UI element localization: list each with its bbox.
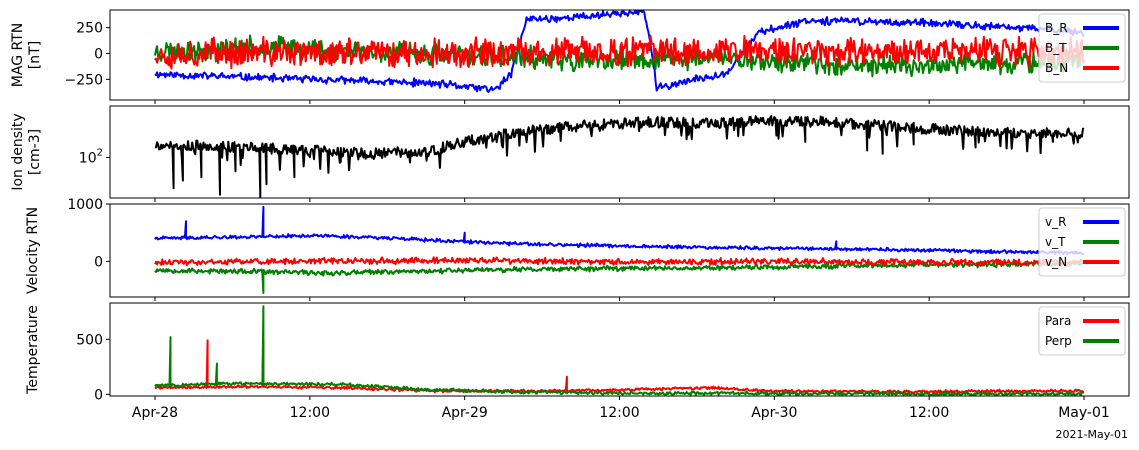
date-label: 2021-May-01 [1056, 428, 1128, 441]
x-tick-label: Apr-29 [442, 405, 488, 421]
x-tick-label: Apr-28 [132, 405, 178, 421]
series-line-v-r [154, 205, 1085, 256]
legend-label: B_R [1045, 21, 1068, 35]
legend: Para Perp [1038, 306, 1126, 356]
x-tick-label: Apr-30 [751, 405, 797, 421]
panel-density: 102 Ion density [cm-3] [10, 105, 1130, 202]
legend-label: Para [1045, 314, 1071, 328]
series-line-para [154, 338, 1085, 394]
series-line-perp [154, 305, 1084, 396]
panel-velocity: 1000 0 Velocity RTN v_R v_T v_N [25, 197, 1130, 301]
series-line-b-r [154, 10, 1085, 93]
legend: v_R v_T v_N [1038, 207, 1126, 277]
series-line-v-n [154, 256, 1085, 267]
series-line-ion-density [155, 115, 1085, 198]
y-axis-label: MAG RTN [10, 23, 26, 87]
panel-mag: 250 0 −250 MAG RTN [nT] B_R B_T B_N [10, 9, 1130, 104]
x-tick-label: 12:00 [599, 405, 639, 421]
y-tick-label: 0 [94, 46, 103, 62]
x-tick-label: 12:00 [909, 405, 949, 421]
legend: B_R B_T B_N [1038, 13, 1126, 83]
y-axis-label: [cm-3] [27, 129, 43, 175]
y-tick-label: 250 [76, 21, 103, 37]
legend-label: v_T [1045, 235, 1066, 249]
legend-label: v_R [1045, 215, 1066, 229]
y-axis-label: [nT] [27, 41, 43, 69]
y-tick-label: 1000 [67, 197, 103, 213]
legend-label: v_N [1045, 255, 1067, 269]
legend-label: B_T [1045, 41, 1067, 55]
y-tick-label: 102 [79, 148, 103, 167]
y-tick-label: 500 [76, 332, 103, 348]
y-axis-label: Velocity RTN [25, 207, 41, 294]
x-tick-label: 12:00 [290, 405, 330, 421]
y-axis-label: Ion density [10, 113, 26, 190]
series-line-b-n [154, 34, 1085, 70]
y-axis-label: Temperature [25, 305, 41, 395]
y-tick-label: 0 [94, 387, 103, 403]
legend-label: Perp [1045, 334, 1072, 348]
y-tick-label: −250 [65, 72, 103, 88]
panel-temperature: 500 0 Temperature Para Perp [25, 302, 1130, 403]
x-tick-label: May-01 [1058, 405, 1110, 421]
y-tick-label: 0 [94, 254, 103, 270]
series-line-v-t [154, 260, 1085, 294]
legend-label: B_N [1045, 61, 1068, 75]
